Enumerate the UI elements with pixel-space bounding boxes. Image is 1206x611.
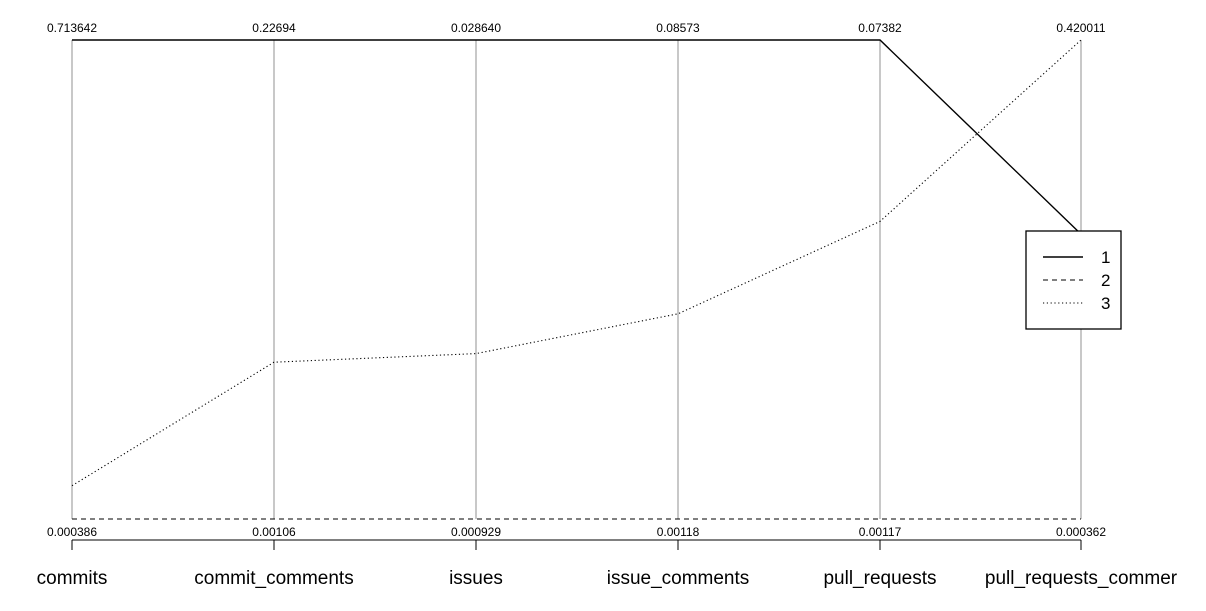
axis-min-label: 0.000929 (451, 525, 501, 539)
axis-max-label: 0.420011 (1056, 21, 1105, 35)
vertical-axes (71, 40, 1082, 519)
axis-min-label: 0.00106 (252, 525, 296, 539)
axis-min-label: 0.00117 (859, 525, 902, 539)
legend-label: 2 (1101, 271, 1110, 290)
axis-labels: 0.713642 0.000386 0.22694 0.00106 0.028640 0.… (47, 21, 1106, 539)
category-label: issue_comments (607, 568, 750, 589)
axis-max-label: 0.07382 (858, 21, 902, 35)
axis-max-label: 0.22694 (252, 21, 296, 35)
axis-max-label: 0.08573 (656, 21, 700, 35)
category-label: pull_requests_commer (985, 568, 1178, 589)
axis-max-label: 0.028640 (451, 21, 501, 35)
axis-max-label: 0.713642 (47, 21, 97, 35)
series-lines (71, 39, 1082, 520)
legend-label: 1 (1101, 248, 1110, 267)
legend: 1 2 3 (1025, 230, 1122, 330)
axis-min-label: 0.00118 (657, 525, 700, 539)
category-label: pull_requests (823, 568, 936, 589)
series-line-3 (71, 39, 1082, 487)
axis-min-label: 0.000386 (47, 525, 97, 539)
category-label: issues (449, 568, 503, 589)
series-line-1 (72, 39, 1082, 235)
category-label: commits (37, 568, 108, 589)
category-label: commit_comments (194, 568, 353, 589)
bottom-axis: commits commit_comments issues issue_commen… (37, 539, 1178, 589)
axis-min-label: 0.000362 (1056, 525, 1106, 539)
legend-label: 3 (1101, 294, 1110, 313)
